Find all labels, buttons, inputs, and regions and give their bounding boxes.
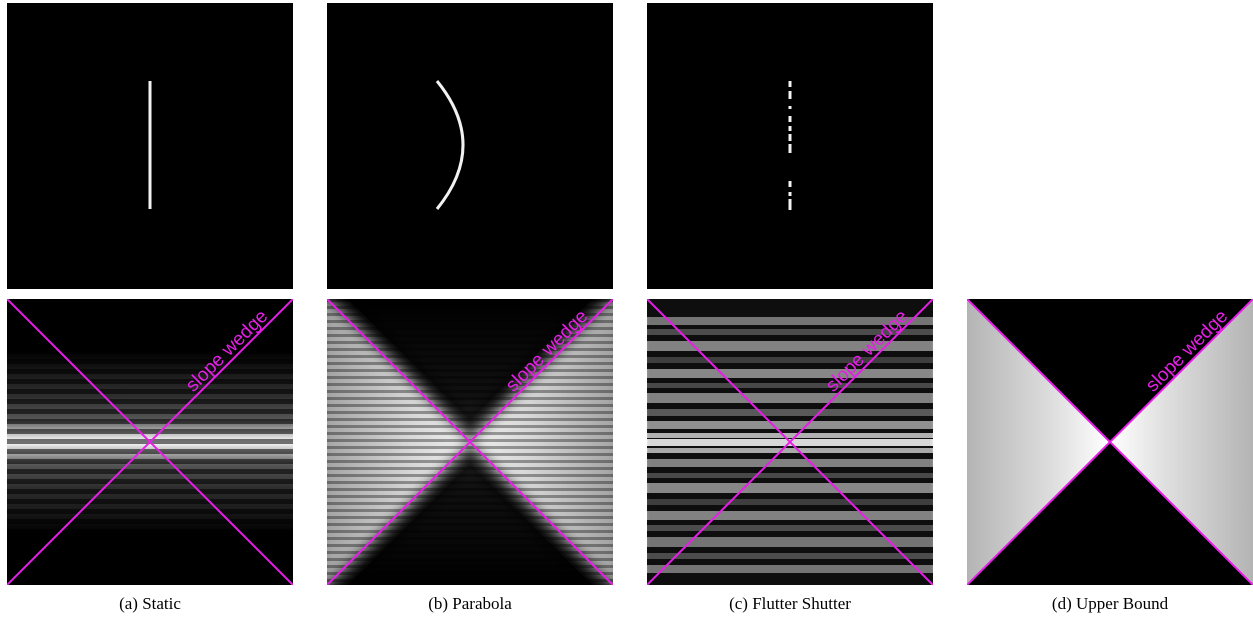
spectrum-flutter: slope wedge [647, 299, 933, 585]
spectrum-static: slope wedge [7, 299, 293, 585]
caption-upper-bound: (d) Upper Bound [967, 594, 1253, 614]
psf-flutter [647, 3, 933, 289]
spectrum-parabola: slope wedge [327, 299, 613, 585]
psf-static [7, 3, 293, 289]
spectrum-upper-bound: slope wedge [967, 299, 1253, 585]
caption-static: (a) Static [7, 594, 293, 614]
caption-parabola: (b) Parabola [327, 594, 613, 614]
caption-flutter-shutter: (c) Flutter Shutter [647, 594, 933, 614]
psf-parabola [327, 3, 613, 289]
parabola-blur-curve [437, 81, 463, 209]
flutter-blur-dashes [647, 3, 933, 289]
